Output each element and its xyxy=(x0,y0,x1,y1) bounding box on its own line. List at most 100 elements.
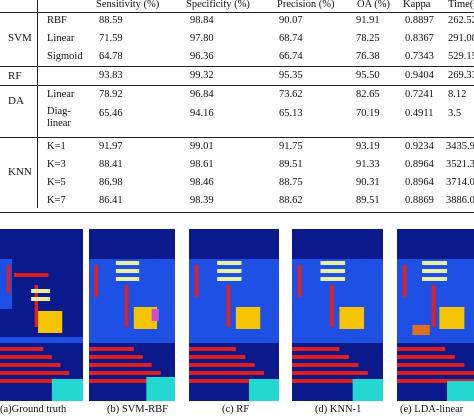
cell: 70.19 xyxy=(356,108,380,119)
cell: 0.9404 xyxy=(405,70,434,81)
header-precision: Precision (%) xyxy=(277,0,335,10)
cell: 68.74 xyxy=(279,33,303,44)
header-kappa: Kappa xyxy=(403,0,431,10)
cell: 0.8964 xyxy=(405,159,434,170)
map-lda-linear xyxy=(397,229,474,401)
group-rule xyxy=(0,85,474,86)
cell: 3886.08 xyxy=(446,195,474,206)
cell: 66.74 xyxy=(279,51,303,62)
cell: 73.62 xyxy=(279,89,303,100)
cell: 3435.95 xyxy=(446,141,474,152)
cell: 3714.08 xyxy=(446,177,474,188)
cell: 0.8897 xyxy=(405,15,434,26)
row-sub: Linear xyxy=(47,89,75,100)
row-sub: K=3 xyxy=(47,159,66,170)
cell: 91.91 xyxy=(356,15,380,26)
cell: 91.97 xyxy=(99,141,123,152)
classification-maps xyxy=(0,229,474,401)
group-rule xyxy=(0,137,474,138)
map-ground-truth xyxy=(0,229,83,401)
group-divider xyxy=(37,0,38,208)
cell: 96.36 xyxy=(190,51,214,62)
cell: 90.07 xyxy=(279,15,303,26)
cell: 88.62 xyxy=(279,195,303,206)
cell: 90.31 xyxy=(356,177,380,188)
cell: 291.08 xyxy=(448,33,474,44)
map-image xyxy=(0,229,83,401)
cell: 88.41 xyxy=(99,159,123,170)
cell: 86.98 xyxy=(99,177,123,188)
cell: 98.46 xyxy=(190,177,214,188)
cell: 89.51 xyxy=(356,195,380,206)
map-svm-rbf xyxy=(89,229,175,401)
cell: 91.75 xyxy=(279,141,303,152)
cell: 65.46 xyxy=(99,108,123,119)
group-rule xyxy=(0,66,474,67)
row-sub: Sigmoid xyxy=(47,51,83,62)
group-label-rf: RF xyxy=(8,70,22,82)
caption-knn-1: (d) KNN-1 xyxy=(315,404,362,415)
group-label-da: DA xyxy=(8,95,24,107)
row-sub: Linear xyxy=(47,33,75,44)
row-sub: RBF xyxy=(47,15,67,26)
cell: 3521.30 xyxy=(446,159,474,170)
cell: 82.65 xyxy=(356,89,380,100)
cell: 65.13 xyxy=(279,108,303,119)
cell: 99.01 xyxy=(190,141,214,152)
cell: 88.75 xyxy=(279,177,303,188)
cell: 76.38 xyxy=(356,51,380,62)
cell: 0.8367 xyxy=(405,33,434,44)
cell: 95.35 xyxy=(279,70,303,81)
bottom-rule xyxy=(0,212,474,213)
cell: 8.12 xyxy=(448,89,467,100)
cell: 96.84 xyxy=(190,89,214,100)
cell: 94.16 xyxy=(190,108,214,119)
map-knn-1 xyxy=(292,229,383,401)
cell: 93.19 xyxy=(356,141,380,152)
header-time: Time(s) xyxy=(448,0,474,10)
cell: 0.7343 xyxy=(405,51,434,62)
results-table: Sensitivity (%) Specificity (%) Precisio… xyxy=(0,0,474,213)
row-sub: K=5 xyxy=(47,177,66,188)
cell: 269.33 xyxy=(448,70,474,81)
cell: 0.7241 xyxy=(405,89,434,100)
cell: 88.59 xyxy=(99,15,123,26)
cell: 98.84 xyxy=(190,15,214,26)
header-sensitivity: Sensitivity (%) xyxy=(96,0,160,10)
row-sub: K=1 xyxy=(47,141,66,152)
cell: 89.51 xyxy=(279,159,303,170)
cell: 97.80 xyxy=(190,33,214,44)
cell: 99.32 xyxy=(190,70,214,81)
cell: 86.41 xyxy=(99,195,123,206)
cell: 64.78 xyxy=(99,51,123,62)
cell: 91.33 xyxy=(356,159,380,170)
caption-lda-linear: (e) LDA-linear xyxy=(400,404,464,415)
cell: 262.52 xyxy=(448,15,474,26)
map-rf xyxy=(189,229,279,401)
caption-svm-rbf: (b) SVM-RBF xyxy=(107,404,168,415)
cell: 78.92 xyxy=(99,89,123,100)
cell: 98.39 xyxy=(190,195,214,206)
cell: 0.8869 xyxy=(405,195,434,206)
cell: 93.83 xyxy=(99,70,123,81)
cell: 3.5 xyxy=(448,108,462,119)
header-specificity: Specificity (%) xyxy=(186,0,250,10)
map-image xyxy=(89,229,175,401)
header-oa: OA (%) xyxy=(357,0,390,10)
cell: 71.59 xyxy=(99,33,123,44)
cell: 98.61 xyxy=(190,159,214,170)
header-rule xyxy=(0,12,474,13)
cell: 0.4911 xyxy=(405,108,434,119)
caption-ground-truth: (a)Ground truth xyxy=(0,404,67,415)
cell: 529.15 xyxy=(448,51,474,62)
caption-rf: (c) RF xyxy=(222,404,250,415)
map-image xyxy=(292,229,383,401)
group-label-svm: SVM xyxy=(8,32,32,44)
cell: 78.25 xyxy=(356,33,380,44)
cell: 95.50 xyxy=(356,70,380,81)
map-image xyxy=(397,229,474,401)
cell: 0.8964 xyxy=(405,177,434,188)
group-label-knn: KNN xyxy=(8,166,32,178)
map-image xyxy=(189,229,279,401)
row-sub: Diag- linear xyxy=(47,106,71,129)
